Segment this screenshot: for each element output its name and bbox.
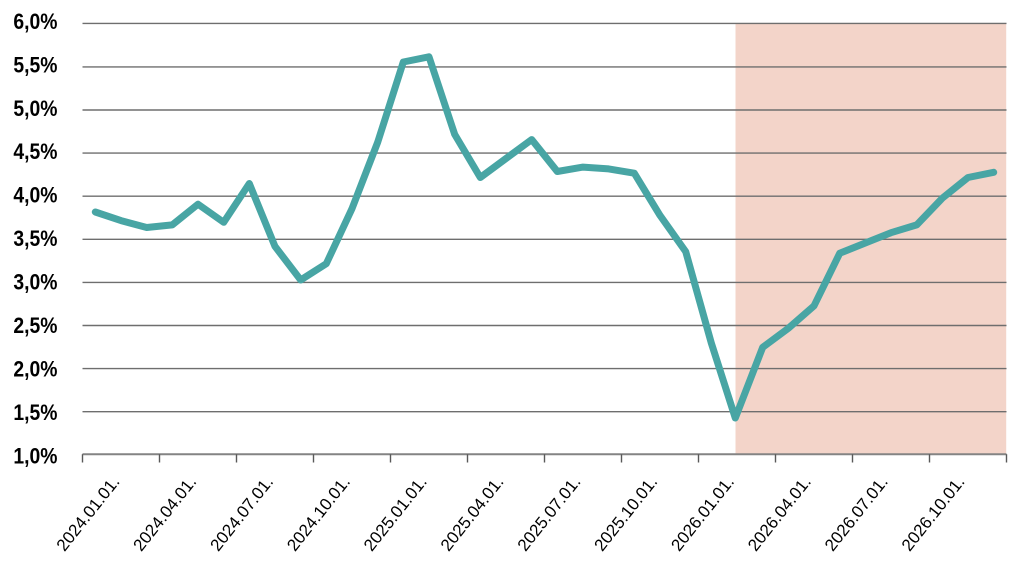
svg-text:2026.04.01.: 2026.04.01. xyxy=(744,473,815,555)
svg-text:2026.10.01.: 2026.10.01. xyxy=(898,473,969,555)
svg-text:2024.07.01.: 2024.07.01. xyxy=(206,473,277,555)
svg-text:2024.01.01.: 2024.01.01. xyxy=(53,473,124,555)
svg-text:4,0%: 4,0% xyxy=(13,183,57,208)
svg-text:3,0%: 3,0% xyxy=(13,270,57,295)
svg-text:2,5%: 2,5% xyxy=(13,314,57,339)
svg-text:4,5%: 4,5% xyxy=(13,140,57,165)
svg-text:3,5%: 3,5% xyxy=(13,227,57,252)
svg-text:2,0%: 2,0% xyxy=(13,357,57,382)
svg-text:2024.10.01.: 2024.10.01. xyxy=(283,473,354,555)
svg-text:2025.07.01.: 2025.07.01. xyxy=(514,473,585,555)
svg-text:2025.01.01.: 2025.01.01. xyxy=(360,473,431,555)
svg-text:2025.10.01.: 2025.10.01. xyxy=(591,473,662,555)
svg-text:5,5%: 5,5% xyxy=(13,53,57,78)
svg-text:1,0%: 1,0% xyxy=(13,444,57,469)
svg-text:2024.04.01.: 2024.04.01. xyxy=(130,473,201,555)
svg-text:2025.04.01.: 2025.04.01. xyxy=(437,473,508,555)
svg-text:1,5%: 1,5% xyxy=(13,401,57,426)
svg-text:5,0%: 5,0% xyxy=(13,96,57,121)
svg-text:2026.01.01.: 2026.01.01. xyxy=(667,473,738,555)
svg-text:6,0%: 6,0% xyxy=(13,9,57,34)
svg-text:2026.07.01.: 2026.07.01. xyxy=(821,473,892,555)
